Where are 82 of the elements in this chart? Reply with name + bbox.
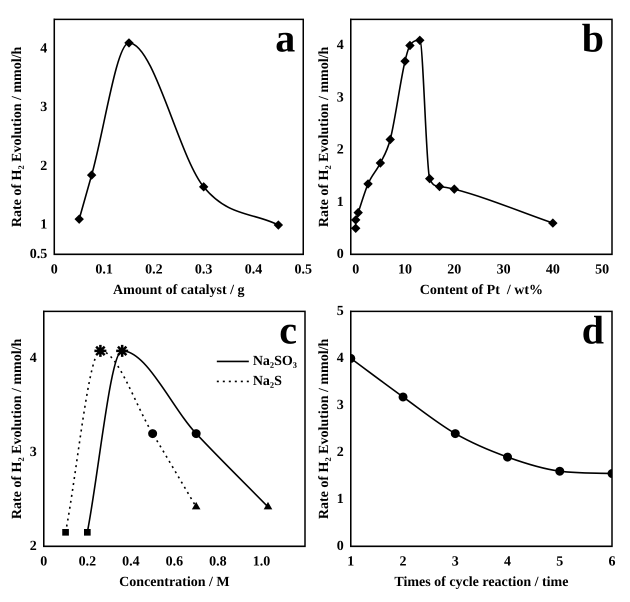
y-axis-title: Rate of H₂ Evolution / mmol/h <box>317 338 332 520</box>
x-tick-label: 0.2 <box>145 262 163 278</box>
point <box>274 220 283 230</box>
point <box>351 215 360 224</box>
point <box>199 182 208 192</box>
x-tick-label: 0 <box>50 262 58 278</box>
point <box>124 38 134 48</box>
annotation: a <box>275 16 296 61</box>
y-tick-label: 2 <box>336 445 344 460</box>
y-tick-label: 3 <box>40 100 48 116</box>
point <box>400 56 410 66</box>
y-tick-label: 3 <box>336 90 344 106</box>
x-tick-label: 0.4 <box>244 262 262 278</box>
point <box>376 158 385 168</box>
x-tick-label: 50 <box>595 262 610 278</box>
point <box>435 182 444 192</box>
x-axis-title: Amount of catalyst / g <box>113 283 244 298</box>
x-tick-label: 10 <box>398 262 412 278</box>
x-tick-label: 1.0 <box>252 554 270 570</box>
point <box>264 502 272 510</box>
x-tick-label: 4 <box>504 554 512 570</box>
y-tick-label: 4 <box>336 38 344 54</box>
annotation: b <box>582 16 604 61</box>
y-tick-label: 1 <box>40 218 48 233</box>
point <box>405 41 414 50</box>
x-tick-label: 40 <box>546 262 560 278</box>
y-tick-label: 4 <box>30 351 37 366</box>
x-tick-label: 30 <box>496 262 511 278</box>
point <box>503 452 512 462</box>
x-tick-label: 0.5 <box>294 262 312 278</box>
y-tick-label: 1 <box>336 194 344 210</box>
y-tick-label: 5 <box>336 304 344 320</box>
y-tick-label: 0.5 <box>30 247 48 262</box>
x-axis-title: Content of Pt / wt% <box>420 283 544 298</box>
y-axis-title: Rate of H₂ Evolution / mmol/h <box>317 46 332 228</box>
x-tick-label: 0.2 <box>78 554 96 570</box>
y-tick-label: 3 <box>30 445 37 460</box>
point <box>364 179 373 188</box>
x-tick-label: 0 <box>352 262 360 278</box>
x-axis-title: Concentration / M <box>119 575 230 590</box>
x-tick-label: 1 <box>347 554 354 570</box>
y-axis-title: Rate of H₂ Evolution / mmol/h <box>10 46 26 228</box>
point <box>555 466 564 476</box>
y-tick-label: 2 <box>336 142 344 158</box>
point <box>351 224 360 233</box>
point <box>548 218 558 228</box>
x-tick-label: 0.8 <box>209 554 227 570</box>
y-tick-label: 4 <box>336 351 344 366</box>
x-tick-label: 3 <box>452 554 459 570</box>
point <box>192 429 201 438</box>
annotation: c <box>279 308 297 353</box>
x-tick-label: 0.3 <box>194 262 212 278</box>
y-tick-label: 0 <box>336 539 344 554</box>
annotation: d <box>582 308 604 353</box>
x-tick-label: 0.1 <box>95 262 113 278</box>
x-tick-label: 2 <box>400 554 407 570</box>
point <box>74 214 84 224</box>
point <box>415 36 424 45</box>
x-tick-label: 0.6 <box>166 554 184 570</box>
point <box>450 184 459 194</box>
point <box>386 135 395 144</box>
legend-label: Na₂SO₃ <box>252 354 298 370</box>
y-tick-label: 2 <box>40 158 48 174</box>
x-tick-label: 20 <box>447 262 462 278</box>
y-axis-title: Rate of H₂ Evolution / mmol/h <box>10 338 26 520</box>
point <box>354 208 363 218</box>
point <box>425 174 434 184</box>
y-tick-label: 4 <box>40 41 48 56</box>
x-tick-label: 6 <box>608 554 616 570</box>
point <box>148 429 158 438</box>
x-tick-label: 0.4 <box>122 554 140 570</box>
legend-label: Na₂S <box>252 374 282 390</box>
point <box>87 170 96 180</box>
point <box>398 392 408 402</box>
y-tick-label: 2 <box>30 539 37 554</box>
x-tick-label: 5 <box>556 554 564 570</box>
y-tick-label: 0 <box>336 247 344 262</box>
y-tick-label: 1 <box>336 492 344 508</box>
point <box>192 502 200 510</box>
y-tick-label: 3 <box>336 398 344 414</box>
x-axis-title: Times of cycle reaction / time <box>394 575 568 590</box>
point <box>450 429 460 438</box>
